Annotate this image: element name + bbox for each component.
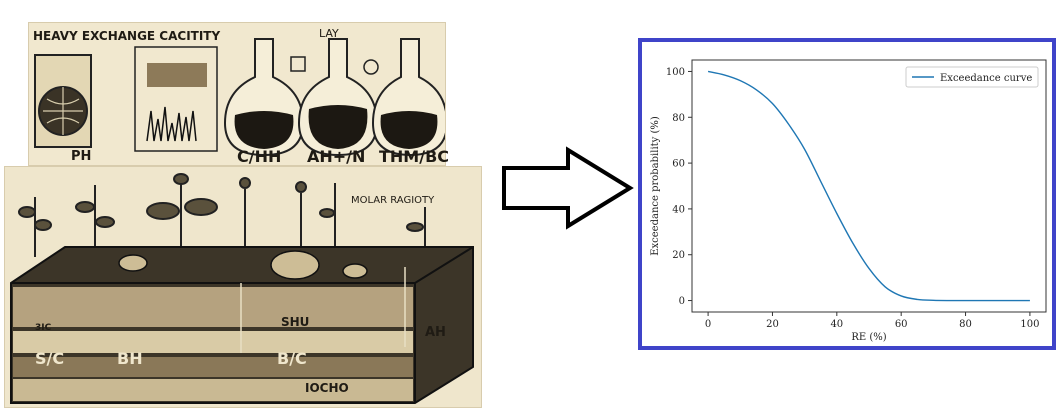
exceedance-curve-line	[707, 70, 1030, 302]
y-tick-label: 0	[679, 296, 685, 307]
lab-title-right: LAY	[319, 27, 339, 40]
plot-area	[691, 59, 1047, 313]
lab-illustration: HEAVY EXCHANGE CACITITY LAY PH C/HH AH+/…	[28, 22, 450, 166]
chart-frame: 0 20 40 60 80 100 0 20 40 60 80 100 RE (%) Exceeda…	[638, 38, 1056, 350]
lab-sketch	[34, 38, 449, 157]
soil-label-iocho: IOCHO	[305, 381, 349, 395]
y-tick-label: 20	[672, 250, 685, 261]
x-tick-label: 40	[830, 319, 843, 330]
x-axis: 0 20 40 60 80 100	[705, 312, 1039, 330]
soil-label-shu: SHU	[281, 315, 310, 329]
lab-label-ahn: AH+/N	[307, 147, 366, 166]
legend-label: Exceedance curve	[940, 73, 1032, 84]
y-axis-label: Exceedance probability (%)	[650, 116, 661, 256]
x-tick-label: 100	[1020, 319, 1039, 330]
soil-title: MOLAR RAGIOTY	[351, 195, 435, 206]
y-tick-label: 40	[672, 204, 685, 215]
y-tick-label: 60	[672, 159, 685, 170]
y-tick-label: 80	[672, 113, 685, 124]
flow-arrow	[502, 146, 634, 230]
lab-label-ph: PH	[71, 149, 92, 164]
soil-label-bc: B/C	[277, 349, 307, 368]
lab-label-chh: C/HH	[237, 147, 282, 166]
soil-illustration: MOLAR RAGIOTY S/C BH B/C SHU AH 3IC IOCH…	[4, 166, 482, 408]
lab-label-thmbc: THM/BC	[379, 147, 450, 166]
soil-label-3ic: 3IC	[35, 323, 52, 333]
y-axis: 0 20 40 60 80 100	[666, 67, 692, 307]
legend: Exceedance curve	[905, 66, 1039, 88]
legend-box	[905, 66, 1039, 88]
y-tick-label: 100	[666, 67, 685, 78]
x-tick-label: 80	[959, 319, 972, 330]
soil-label-bh: BH	[117, 349, 143, 368]
soil-label-ah: AH	[425, 325, 446, 340]
x-tick-label: 20	[766, 319, 779, 330]
soil-sketch	[10, 173, 474, 404]
soil-label-sc: S/C	[35, 349, 65, 368]
exceedance-chart: 0 20 40 60 80 100 0 20 40 60 80 100 RE (%) Exceeda…	[650, 59, 1047, 343]
x-tick-label: 60	[895, 319, 908, 330]
x-axis-label: RE (%)	[851, 332, 886, 343]
x-tick-label: 0	[705, 319, 711, 330]
lab-title: HEAVY EXCHANGE CACITITY	[33, 29, 221, 43]
